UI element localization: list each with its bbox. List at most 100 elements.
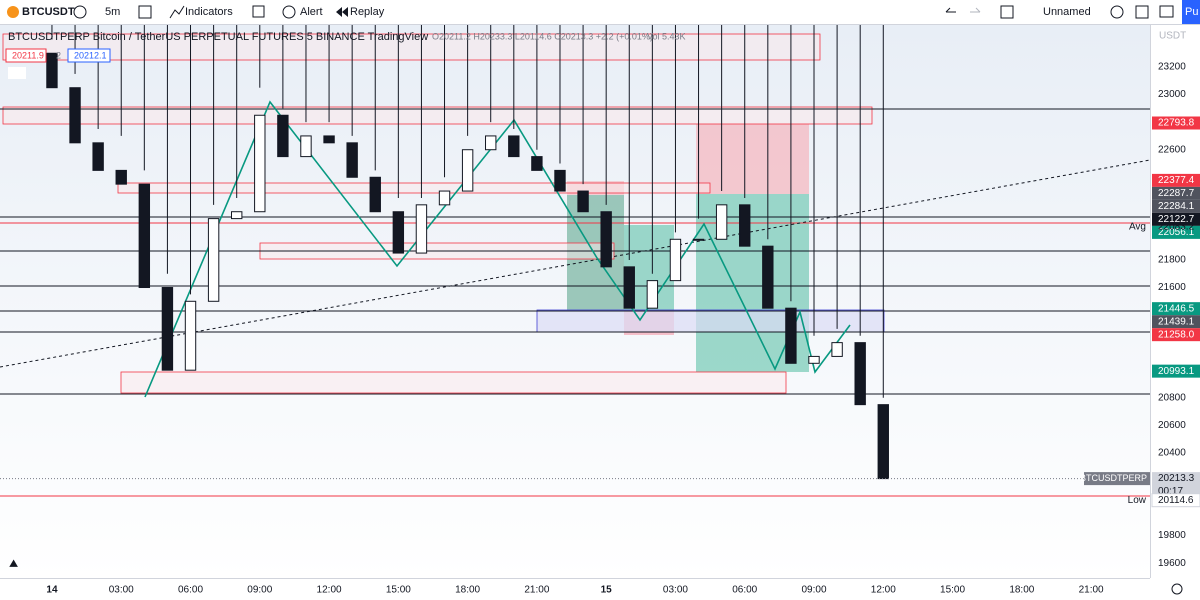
x-tick-label: 03:00 [109, 585, 134, 596]
price-label-bg [1152, 186, 1200, 200]
x-tick-label: 03:00 [663, 585, 688, 596]
countdown: 00:17 [1158, 486, 1183, 497]
low-value: 20114.6 [1158, 495, 1194, 506]
candle-body [877, 404, 889, 480]
symbol[interactable]: BTCUSDT [22, 6, 75, 18]
legend-title: BTCUSDTPERP Bitcoin / TetherUS PERPETUAL… [8, 31, 428, 43]
y-tick-label: 19800 [1158, 530, 1186, 541]
drawings [0, 33, 1150, 497]
lot-box[interactable] [8, 67, 26, 79]
candle-body [346, 142, 358, 178]
price-label: 22284.1 [1158, 201, 1195, 212]
price-label: 22122.7 [1158, 214, 1195, 225]
add-symbol[interactable] [73, 5, 87, 19]
toolbar-bg [0, 0, 1200, 25]
price-label-bg [1152, 328, 1200, 342]
price-label-bg [1152, 116, 1200, 130]
y-tick-label: 21800 [1158, 255, 1186, 266]
fullscreen[interactable] [1135, 5, 1149, 19]
alert-icon [282, 5, 296, 19]
last-price: 20213.3 [1158, 473, 1195, 484]
zigzag [144, 100, 851, 398]
buy-price[interactable]: 20212.1 [74, 50, 107, 60]
price-label-bg [1152, 212, 1200, 226]
avg-label: Avg [1129, 222, 1146, 233]
time-axis[interactable] [0, 578, 1150, 600]
candle-body [184, 300, 197, 371]
y-tick-label: 19600 [1158, 558, 1186, 569]
y-tick-label: 20600 [1158, 420, 1186, 431]
candle-body [461, 149, 474, 192]
candle-body [762, 245, 774, 309]
candle-body [485, 135, 497, 151]
candle-body [161, 287, 174, 371]
candle-body [392, 211, 405, 254]
y-tick-label: 23200 [1158, 62, 1186, 73]
indicators-icon [169, 5, 185, 19]
candle-body [808, 355, 820, 364]
sell-button[interactable] [5, 48, 47, 63]
toolbar: BTCUSDT 5m Indicators Alert Replay Unnam… [0, 0, 1200, 25]
candle-body [69, 87, 81, 144]
candle-body [623, 266, 635, 309]
zone [536, 309, 885, 333]
price-label-bg [1152, 199, 1200, 213]
candle-body [854, 342, 866, 406]
buy-button[interactable] [67, 48, 111, 63]
y-tick-label: 20800 [1158, 392, 1186, 403]
candle-body [415, 204, 428, 254]
tv-logo[interactable]: ⯅ [8, 556, 19, 572]
alert[interactable]: Alert [300, 6, 323, 18]
interval[interactable]: 5m [105, 6, 120, 18]
price-label: 22056.1 [1158, 227, 1195, 238]
x-tick-label: 06:00 [178, 585, 203, 596]
candle-body [508, 135, 520, 158]
layout-icon [1000, 5, 1014, 19]
last-name-bg [1084, 472, 1150, 486]
price-label-bg [1152, 315, 1200, 329]
x-tick-label: 09:00 [801, 585, 826, 596]
candle-body [300, 135, 312, 158]
price-label: 21439.1 [1158, 316, 1195, 327]
price-label-bg [1152, 225, 1200, 239]
publish[interactable]: Pu [1185, 6, 1198, 18]
candle-body [92, 142, 104, 171]
axis-labels: 23200 23000 22600 21800 21600 20800 20600 20400… [46, 62, 1200, 596]
candle-body [715, 204, 728, 240]
axis-unit: USDT [1159, 31, 1186, 42]
spread: 2 [56, 50, 61, 60]
x-tick-label: 12:00 [317, 585, 342, 596]
layouts[interactable] [252, 5, 265, 18]
zone [117, 182, 711, 194]
layout-name[interactable]: Unnamed [1043, 6, 1091, 18]
candle-body [138, 183, 151, 289]
candle-body [739, 204, 751, 247]
position-box [696, 124, 809, 194]
y-tick-label: 22600 [1158, 144, 1186, 155]
zone [2, 106, 873, 125]
price-label: 21258.0 [1158, 329, 1195, 340]
sell-price[interactable]: 20211.9 [12, 50, 44, 60]
snapshot[interactable] [1159, 5, 1174, 18]
publish-button[interactable] [1182, 0, 1200, 24]
x-tick-label: 09:00 [247, 585, 272, 596]
redo[interactable] [970, 7, 981, 13]
x-tick-label: 12:00 [871, 585, 896, 596]
candle-body [115, 169, 127, 185]
candle-body [254, 114, 266, 213]
axis-settings[interactable] [1171, 583, 1183, 595]
x-tick-label: 15 [601, 585, 613, 596]
y-tick-label: 21600 [1158, 282, 1186, 293]
candle-body [231, 211, 243, 220]
replay[interactable]: Replay [350, 6, 385, 18]
last-name: BTCUSDTPERP [1080, 473, 1147, 483]
zone [120, 371, 787, 394]
indicators[interactable]: Indicators [185, 6, 233, 18]
chart-type[interactable] [138, 5, 152, 19]
candle-body [531, 156, 543, 171]
legend-volume: Vol 5.43K [647, 31, 686, 41]
undo[interactable] [945, 7, 956, 13]
y-tick-label: 20400 [1158, 448, 1186, 459]
candles [0, 25, 1150, 480]
settings[interactable] [1110, 5, 1124, 19]
